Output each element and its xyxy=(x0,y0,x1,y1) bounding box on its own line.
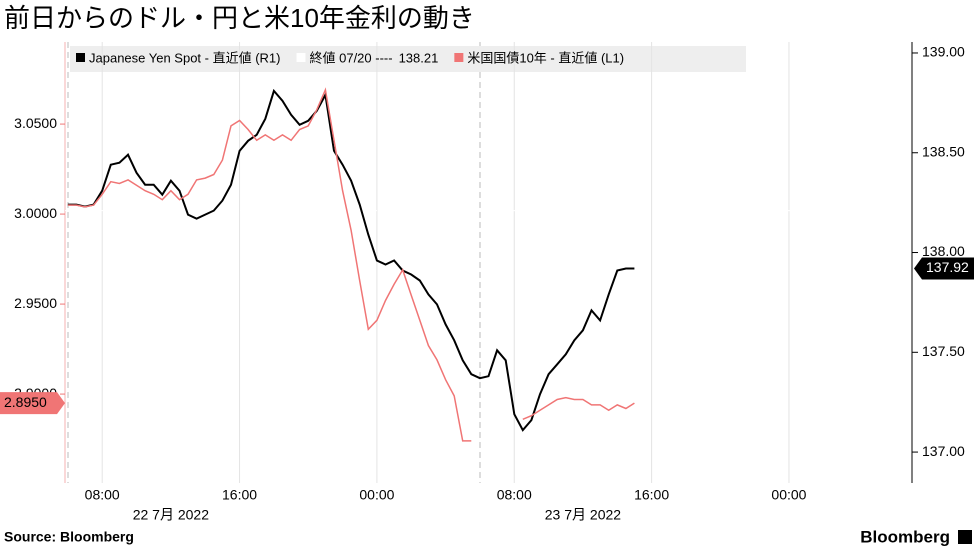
last-value-label: 2.8950 xyxy=(4,394,47,410)
x-tick-label: 00:00 xyxy=(359,487,394,503)
y2-tick-label: 137.50 xyxy=(922,343,965,359)
chart-title: 前日からのドル・円と米10年金利の動き xyxy=(4,3,475,33)
source: Source: Bloomberg xyxy=(4,529,134,545)
x-tick-label: 08:00 xyxy=(85,487,120,503)
y-tick-label: 3.0000 xyxy=(14,205,57,221)
legend-marker xyxy=(296,53,306,62)
x-tick-label: 16:00 xyxy=(634,487,669,503)
date-label: 23 7月 2022 xyxy=(545,507,621,523)
last-value-box xyxy=(0,392,65,415)
legend-label: 米国国債10年 - 直近値 (L1) xyxy=(467,50,624,65)
series-line xyxy=(67,88,635,432)
series-line xyxy=(67,87,635,442)
date-label: 22 7月 2022 xyxy=(133,507,209,523)
y-tick-label: 2.9500 xyxy=(14,295,57,311)
y2-tick-label: 138.00 xyxy=(922,243,965,259)
y2-tick-label: 137.00 xyxy=(922,443,965,459)
x-tick-label: 08:00 xyxy=(497,487,532,503)
last-value-label: 137.92 xyxy=(926,259,969,275)
y2-tick-label: 138.50 xyxy=(922,143,965,159)
x-tick-label: 00:00 xyxy=(771,487,806,503)
logo-icon xyxy=(958,530,972,544)
y2-tick-label: 139.00 xyxy=(922,44,965,60)
x-tick-label: 16:00 xyxy=(222,487,257,503)
legend-marker xyxy=(454,53,464,62)
y-tick-label: 3.0500 xyxy=(14,115,57,131)
last-value-box xyxy=(914,257,974,280)
legend-box xyxy=(70,46,746,72)
legend-marker xyxy=(76,53,85,62)
legend-value: 138.21 xyxy=(399,50,439,65)
logo: Bloomberg xyxy=(860,527,950,546)
legend-label: Japanese Yen Spot - 直近値 (R1) xyxy=(89,50,281,65)
legend-label: 終値 07/20 ---- xyxy=(310,50,393,65)
